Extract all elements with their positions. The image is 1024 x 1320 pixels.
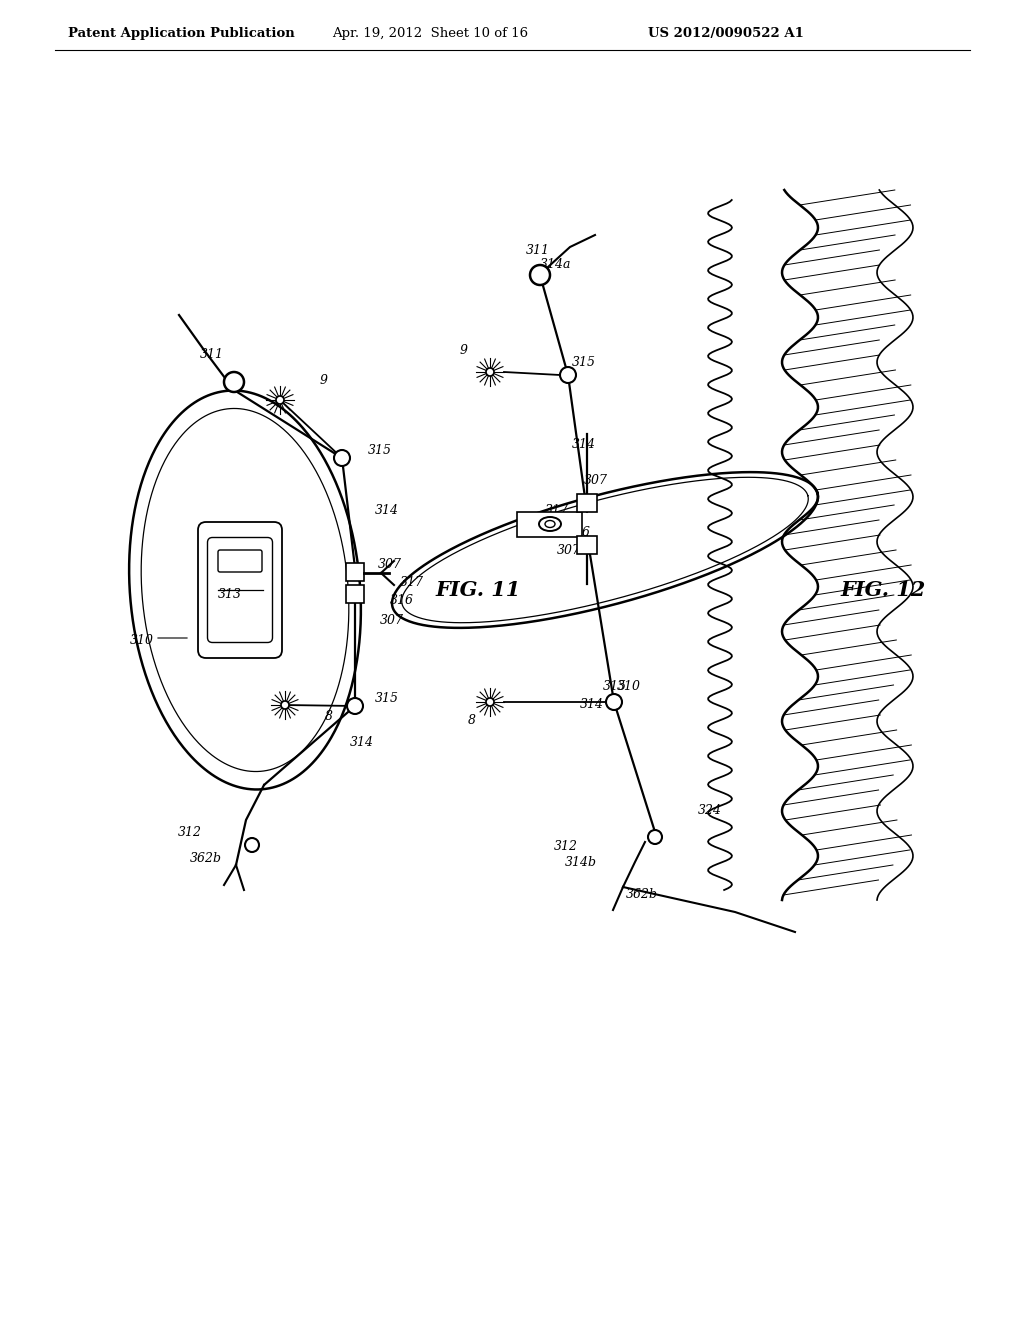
Text: 9: 9: [319, 374, 328, 387]
Text: 362b: 362b: [190, 851, 222, 865]
Text: 307: 307: [378, 558, 402, 572]
Circle shape: [281, 701, 289, 709]
Circle shape: [224, 372, 244, 392]
FancyBboxPatch shape: [218, 550, 262, 572]
Text: 307: 307: [557, 544, 581, 557]
Text: 312: 312: [554, 840, 578, 853]
Circle shape: [486, 698, 494, 706]
Text: 314b: 314b: [565, 855, 597, 869]
Text: US 2012/0090522 A1: US 2012/0090522 A1: [648, 26, 804, 40]
Text: 8: 8: [468, 714, 476, 726]
FancyBboxPatch shape: [517, 511, 582, 536]
Text: 311: 311: [200, 348, 224, 362]
Circle shape: [347, 698, 362, 714]
FancyBboxPatch shape: [577, 494, 597, 512]
Text: 311: 311: [526, 243, 550, 256]
Text: 314: 314: [350, 735, 374, 748]
Circle shape: [606, 694, 622, 710]
Ellipse shape: [545, 520, 555, 528]
Text: 362b: 362b: [626, 888, 658, 902]
Text: 9: 9: [460, 343, 468, 356]
Text: 314: 314: [580, 698, 604, 711]
Text: 315: 315: [375, 692, 399, 705]
Circle shape: [530, 265, 550, 285]
Text: 312: 312: [178, 825, 202, 838]
Circle shape: [648, 830, 662, 843]
Text: 313: 313: [218, 589, 242, 602]
Text: 8: 8: [325, 710, 333, 723]
Text: 316: 316: [390, 594, 414, 606]
Text: FIG. 11: FIG. 11: [435, 579, 520, 601]
Ellipse shape: [539, 517, 561, 531]
FancyBboxPatch shape: [346, 585, 364, 603]
Circle shape: [486, 368, 494, 376]
Text: 307: 307: [380, 614, 404, 627]
Text: 310: 310: [130, 634, 154, 647]
Circle shape: [560, 367, 575, 383]
Text: 310: 310: [617, 680, 641, 693]
Text: 324: 324: [698, 804, 722, 817]
Circle shape: [334, 450, 350, 466]
Text: Apr. 19, 2012  Sheet 10 of 16: Apr. 19, 2012 Sheet 10 of 16: [332, 26, 528, 40]
Text: 314a: 314a: [540, 259, 571, 272]
Text: 314: 314: [572, 437, 596, 450]
Text: Patent Application Publication: Patent Application Publication: [68, 26, 295, 40]
Text: 317: 317: [545, 503, 569, 516]
FancyBboxPatch shape: [577, 536, 597, 554]
Text: 314: 314: [375, 503, 399, 516]
FancyBboxPatch shape: [346, 564, 364, 581]
Text: 317: 317: [400, 576, 424, 589]
Text: 307: 307: [584, 474, 608, 487]
Text: 315: 315: [368, 444, 392, 457]
Circle shape: [276, 396, 284, 404]
Circle shape: [245, 838, 259, 851]
FancyBboxPatch shape: [208, 537, 272, 643]
Text: FIG. 12: FIG. 12: [840, 579, 926, 601]
Text: 315: 315: [572, 355, 596, 368]
Text: 316: 316: [567, 525, 591, 539]
Text: 315: 315: [603, 680, 627, 693]
FancyBboxPatch shape: [198, 521, 282, 657]
